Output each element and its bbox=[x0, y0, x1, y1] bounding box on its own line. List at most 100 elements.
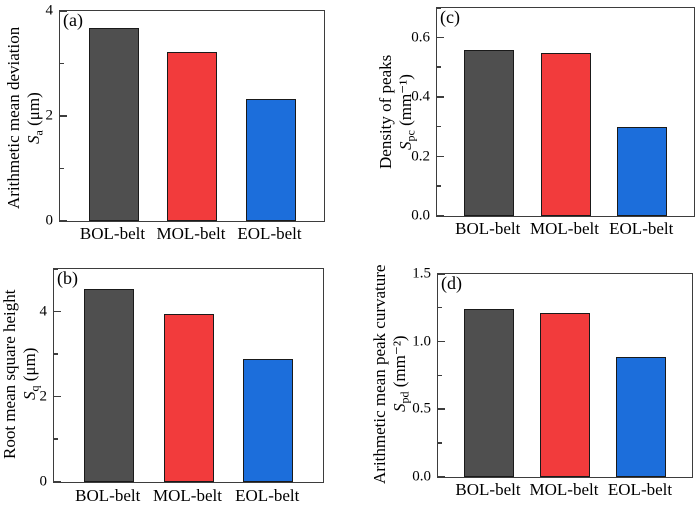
y-minor-tick bbox=[437, 185, 441, 187]
quantity-symbol: S bbox=[24, 135, 44, 144]
bar-eol-belt bbox=[617, 126, 668, 216]
x-category-label: BOL-belt bbox=[75, 486, 141, 505]
x-category-label: EOL-belt bbox=[235, 486, 300, 505]
y-minor-tick bbox=[437, 66, 441, 68]
x-category-label: MOL-belt bbox=[529, 480, 599, 499]
y-tick-label: 1.5 bbox=[412, 265, 431, 282]
y-major-tick bbox=[54, 481, 61, 483]
bar-eol-belt bbox=[243, 358, 294, 482]
y-minor-tick bbox=[437, 7, 441, 9]
x-axis-labels-d: BOL-belt MOL-belt EOL-belt bbox=[437, 480, 693, 503]
y-tick-label: 0.6 bbox=[411, 29, 430, 46]
quantity-unit: (μm) bbox=[20, 347, 40, 386]
y-tick-label: 0.2 bbox=[411, 148, 430, 165]
y-minor-tick bbox=[54, 438, 58, 440]
panel-a: Arithmetic mean deviation Sa (μm) (a) 0 2… bbox=[0, 0, 350, 250]
y-tick-label: 0 bbox=[39, 473, 48, 490]
y-minor-tick bbox=[438, 306, 442, 309]
y-major-tick bbox=[60, 115, 67, 117]
y-axis-title: Arithmetic mean deviation bbox=[4, 26, 23, 210]
x-axis-labels-b: BOL-belt MOL-belt EOL-belt bbox=[53, 486, 324, 507]
x-category-label: BOL-belt bbox=[455, 219, 521, 238]
x-category-label: MOL-belt bbox=[153, 486, 222, 505]
bar-bol-belt bbox=[463, 49, 514, 216]
bar-bol-belt bbox=[83, 289, 134, 482]
y-major-tick bbox=[437, 215, 444, 217]
y-major-tick bbox=[437, 155, 444, 158]
y-major-tick bbox=[60, 10, 67, 12]
y-major-tick bbox=[438, 408, 445, 410]
quantity-symbol: S bbox=[20, 391, 40, 401]
x-axis-labels-a: BOL-belt MOL-belt EOL-belt bbox=[59, 224, 325, 247]
y-minor-tick bbox=[438, 374, 442, 376]
panel-letter: (c) bbox=[440, 7, 460, 27]
plot-area-d: (d) 0.0 0.5 1.0 1.5 bbox=[412, 266, 693, 484]
x-category-label: EOL-belt bbox=[237, 224, 302, 243]
y-tick-label: 2 bbox=[45, 107, 54, 124]
y-axis-symbol: Spd (mm⁻²) bbox=[390, 256, 412, 492]
x-axis-labels-c: BOL-belt MOL-belt EOL-belt bbox=[436, 219, 695, 242]
y-major-tick bbox=[438, 476, 445, 478]
quantity-symbol: S bbox=[390, 403, 410, 413]
y-minor-tick bbox=[437, 125, 441, 128]
x-category-label: BOL-belt bbox=[79, 224, 146, 243]
quantity-unit: (mm⁻²) bbox=[390, 335, 410, 392]
y-major-tick bbox=[60, 220, 67, 222]
y-minor-tick bbox=[54, 268, 58, 270]
y-major-tick bbox=[54, 395, 61, 398]
y-axis-label-b: Root mean square height Sq (μm) bbox=[0, 256, 42, 492]
y-axis-symbol: Sq (μm) bbox=[20, 256, 42, 492]
quantity-subscript: a bbox=[31, 130, 46, 136]
y-major-tick bbox=[438, 273, 445, 275]
y-minor-tick bbox=[60, 62, 64, 64]
plot-area-c: (c) 0.0 0.2 0.4 0.6 bbox=[411, 7, 695, 223]
bar-eol-belt bbox=[616, 356, 666, 477]
bar-mol-belt bbox=[540, 313, 590, 477]
quantity-subscript: pc bbox=[403, 130, 418, 142]
panel-letter: (a) bbox=[63, 10, 83, 30]
y-tick-label: 0.5 bbox=[412, 400, 431, 417]
panel-letter: (b) bbox=[57, 268, 78, 288]
y-axis-title: Density of peaks bbox=[376, 54, 395, 170]
bar-bol-belt bbox=[88, 28, 139, 221]
x-category-label: EOL-belt bbox=[609, 219, 674, 238]
y-tick-label: 0.4 bbox=[411, 88, 430, 105]
x-category-label: MOL-belt bbox=[156, 224, 226, 243]
y-tick-label: 1.0 bbox=[412, 333, 431, 350]
bar-eol-belt bbox=[245, 98, 296, 221]
y-major-tick bbox=[54, 310, 61, 313]
y-axis-symbol: Sa (μm) bbox=[24, 0, 46, 236]
y-minor-tick bbox=[54, 353, 58, 355]
y-tick-label: 0.0 bbox=[412, 468, 431, 485]
panel-d: Arithmetic mean peak curvature Spd (mm⁻²… bbox=[350, 250, 700, 507]
y-tick-label: 0 bbox=[45, 212, 54, 229]
y-axis-title: Arithmetic mean peak curvature bbox=[370, 264, 389, 484]
panel-letter: (d) bbox=[441, 273, 462, 293]
y-major-tick bbox=[438, 340, 445, 343]
y-axis-label-d: Arithmetic mean peak curvature Spd (mm⁻²… bbox=[370, 256, 412, 492]
y-major-tick bbox=[437, 36, 444, 39]
panel-c: Density of peaks Spc (mm⁻¹) (c) 0.0 0.2 0.… bbox=[350, 0, 700, 250]
y-tick-label: 4 bbox=[45, 2, 54, 19]
y-tick-label: 4 bbox=[39, 303, 48, 320]
y-axis-title: Root mean square height bbox=[0, 289, 19, 459]
plot-area-b: (b) 0 2 4 bbox=[40, 268, 324, 489]
bar-mol-belt bbox=[540, 52, 591, 216]
y-minor-tick bbox=[60, 167, 64, 169]
y-major-tick bbox=[437, 96, 444, 98]
y-tick-label: 2 bbox=[39, 388, 48, 405]
bar-mol-belt bbox=[167, 52, 217, 221]
quantity-unit: (μm) bbox=[24, 92, 44, 131]
plot-area-a: (a) 0 2 4 bbox=[46, 3, 325, 228]
y-axis-label-a: Arithmetic mean deviation Sa (μm) bbox=[4, 0, 46, 236]
x-category-label: EOL-belt bbox=[607, 480, 673, 499]
quantity-subscript: pd bbox=[397, 391, 412, 404]
y-minor-tick bbox=[438, 442, 442, 444]
x-category-label: BOL-belt bbox=[455, 480, 521, 499]
y-tick-label: 0.0 bbox=[411, 207, 430, 224]
bar-mol-belt bbox=[163, 313, 214, 482]
bar-bol-belt bbox=[464, 309, 514, 477]
x-category-label: MOL-belt bbox=[530, 219, 599, 238]
